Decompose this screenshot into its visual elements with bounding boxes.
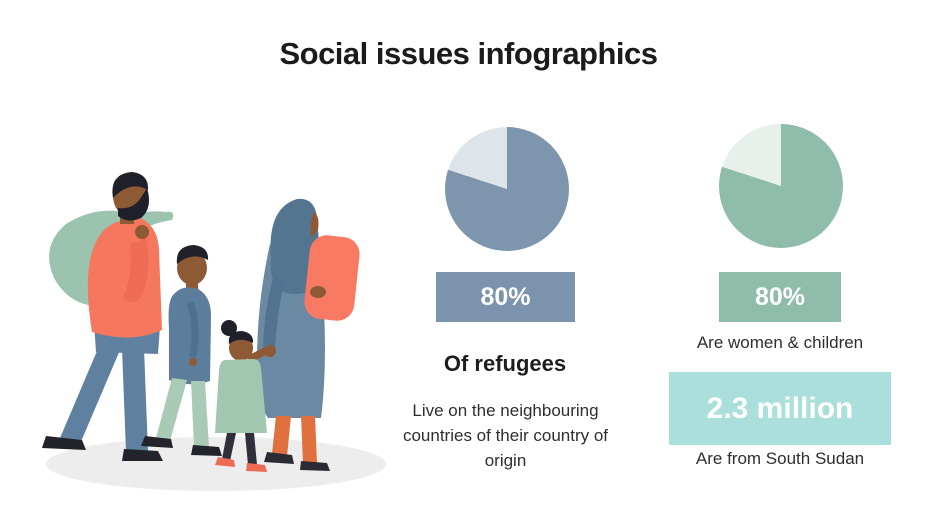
women-children-caption: Are women & children bbox=[696, 333, 864, 352]
bundle bbox=[304, 235, 360, 321]
refugees-caption: Of refugees bbox=[443, 351, 567, 376]
south-sudan-stat-box: 2.3 million bbox=[669, 372, 891, 445]
pie-chart-women-children bbox=[719, 124, 843, 248]
man-figure bbox=[42, 172, 174, 461]
boy-figure bbox=[141, 245, 222, 456]
woman-arm bbox=[263, 278, 284, 357]
page-title: Social issues infographics bbox=[279, 36, 658, 71]
women-children-percentage-badge: 80% bbox=[719, 272, 841, 322]
refugee-family-illustration bbox=[20, 150, 390, 512]
south-sudan-caption: Are from South Sudan bbox=[695, 449, 865, 468]
pie-chart-refugees bbox=[445, 127, 569, 251]
refugees-percentage-badge: 80% bbox=[436, 272, 575, 322]
refugees-description: Live on the neighbouring countries of th… bbox=[402, 401, 609, 470]
